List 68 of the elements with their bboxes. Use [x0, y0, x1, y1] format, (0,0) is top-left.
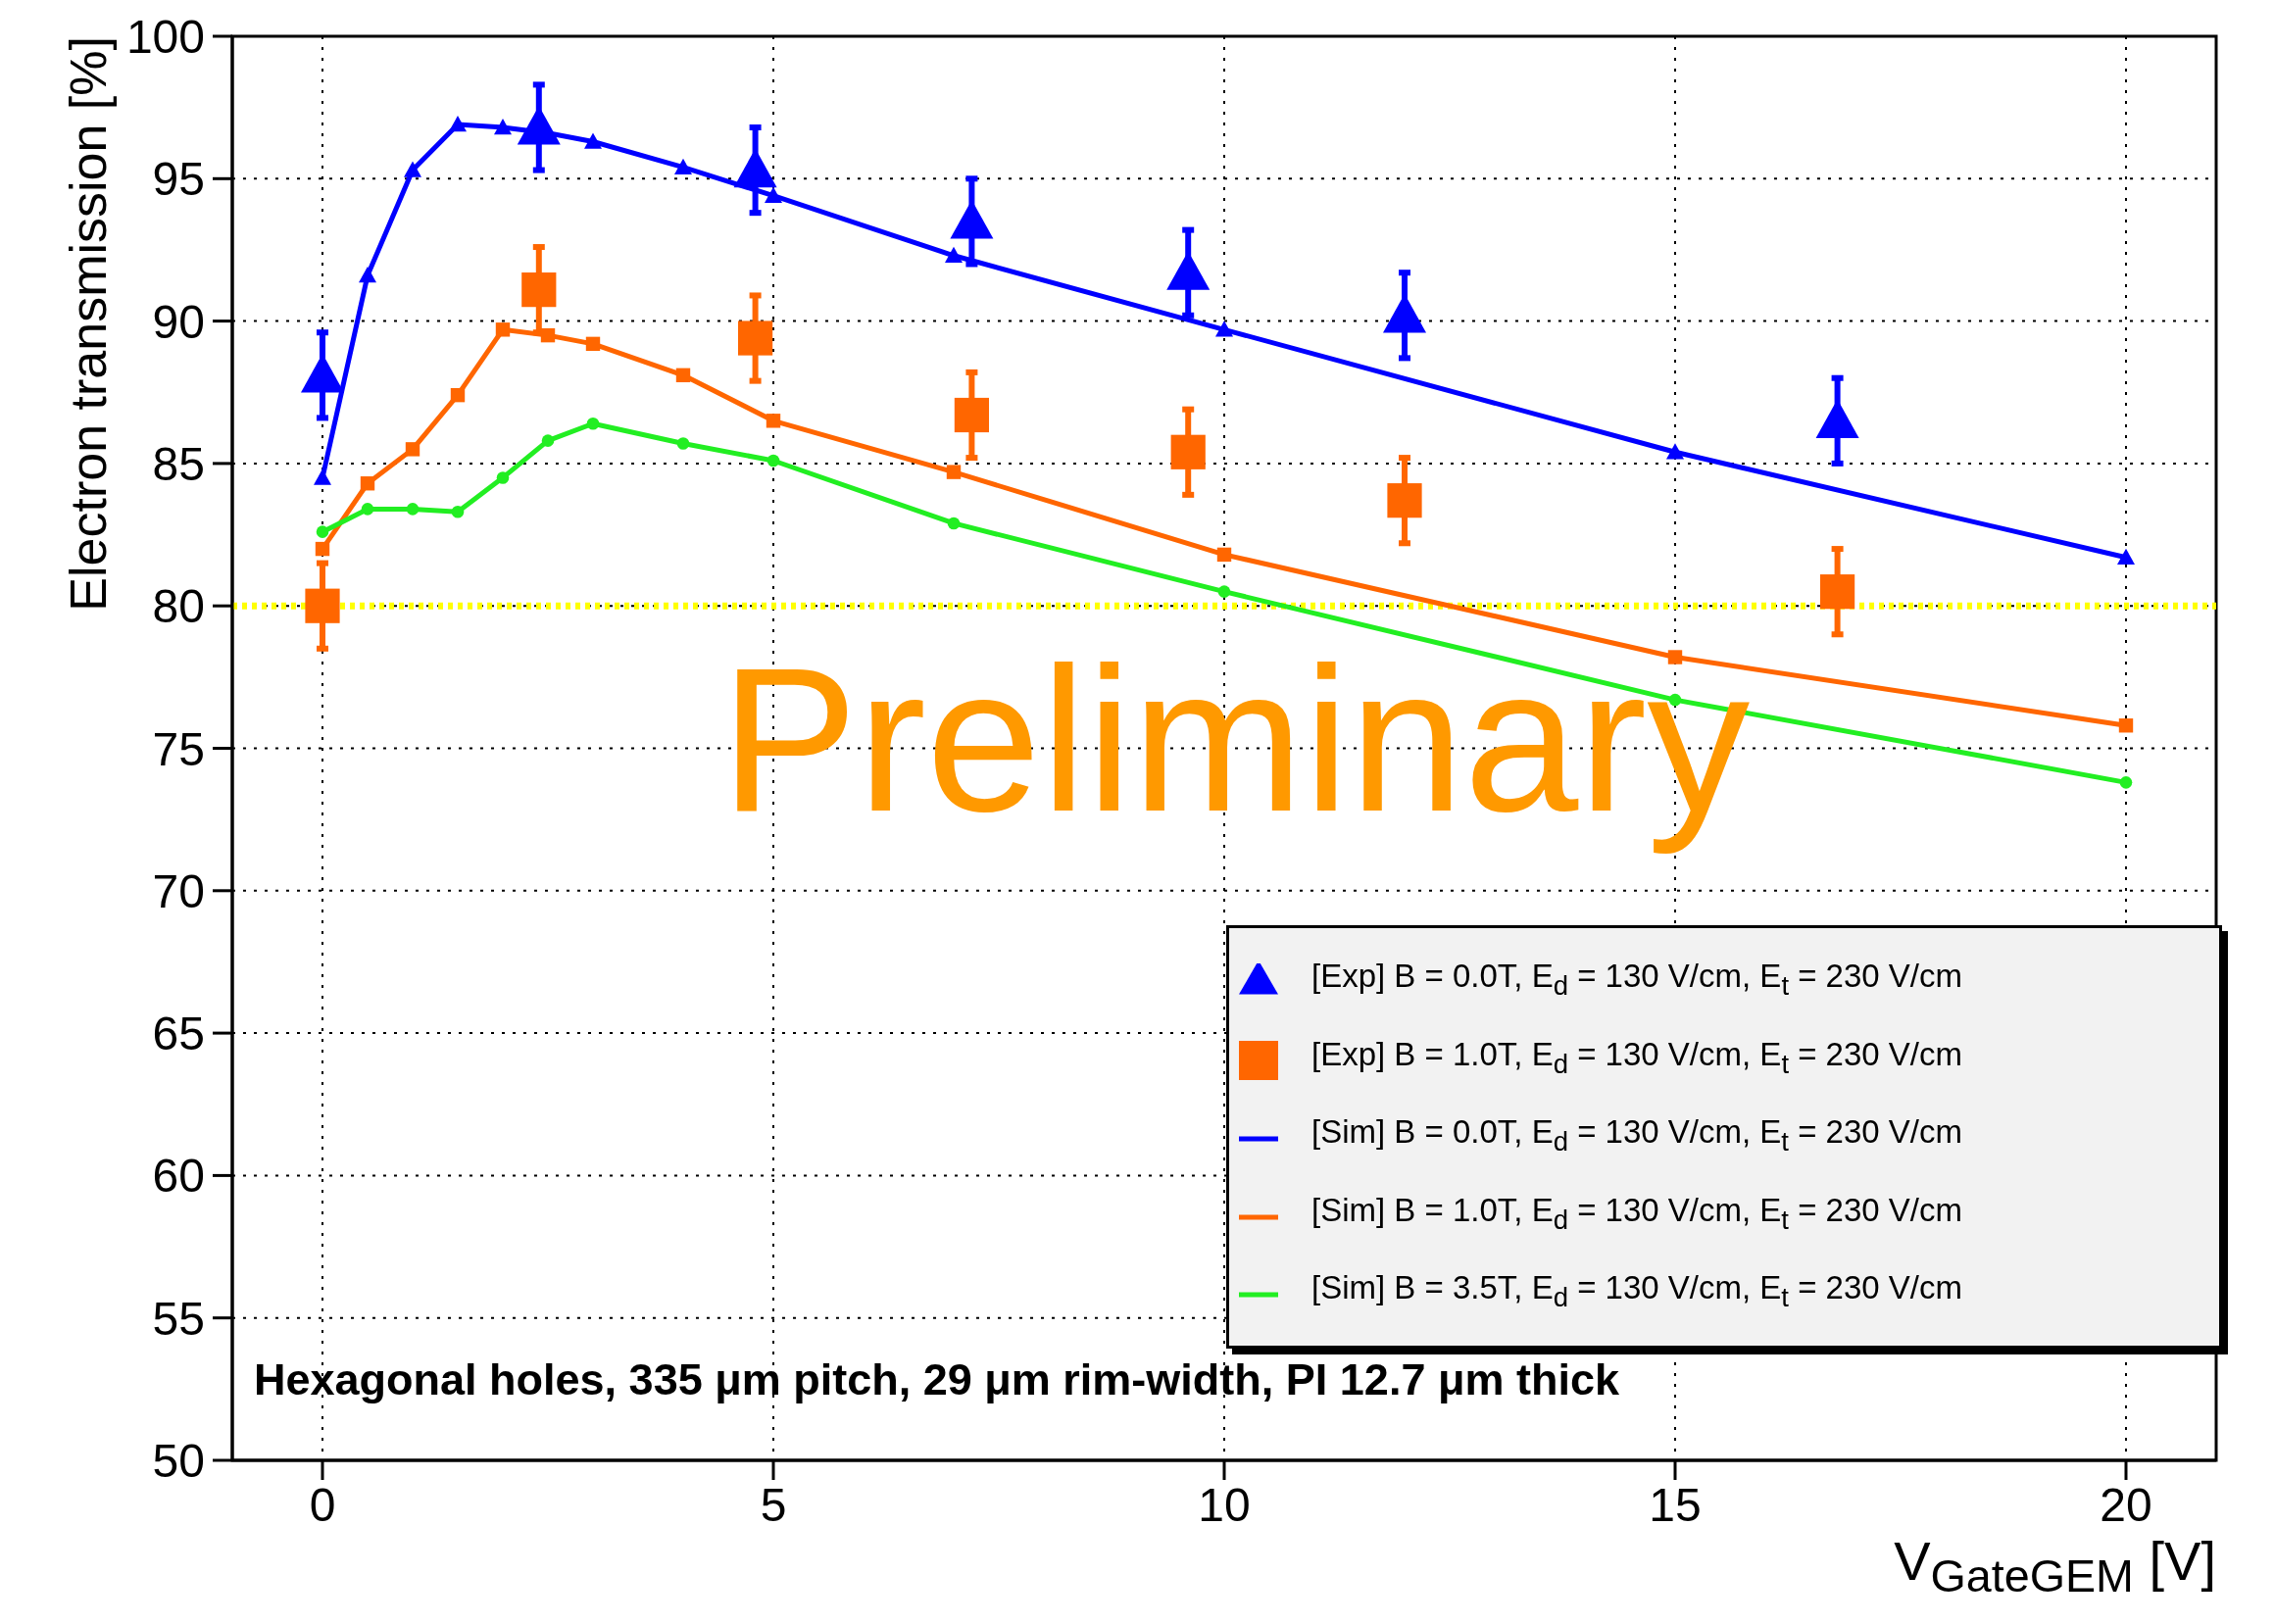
y-tick-label: 100 — [125, 11, 205, 64]
x-tick-label: 20 — [2100, 1479, 2152, 1532]
legend-label: [Exp] B = 0.0T, E$_{d}$ = 130 V/cm, E$_{t}$ = 230 V/cm — [1311, 958, 1963, 1001]
point — [945, 246, 963, 263]
x-tick-label: 10 — [1198, 1479, 1251, 1532]
point — [449, 116, 467, 132]
point — [495, 322, 511, 337]
y-tick-label: 70 — [152, 864, 205, 917]
point — [947, 517, 961, 530]
annotation: Hexagonal holes, 335 μm pitch, 29 μm rim-width, PI 12.7 μm thick — [254, 1354, 1620, 1404]
point — [1215, 320, 1233, 337]
y-tick-label: 75 — [152, 722, 205, 775]
point — [451, 506, 465, 518]
point — [540, 327, 556, 343]
y-tick-label: 60 — [152, 1150, 205, 1203]
point — [766, 414, 781, 428]
y-tick-label: 50 — [152, 1435, 205, 1488]
y-tick-label: 90 — [152, 295, 205, 348]
legend-label: [Sim] B = 1.0T, E$_{d}$ = 130 V/cm, E$_{t}$ = 230 V/cm — [1311, 1191, 1962, 1235]
point — [450, 387, 466, 403]
point — [586, 417, 600, 430]
point — [2118, 718, 2134, 733]
point — [738, 320, 773, 356]
point — [496, 471, 510, 484]
x-axis-title: V$_{GateGEM}$ [V] — [1894, 1530, 2216, 1602]
y-tick-label: 65 — [152, 1008, 205, 1060]
point — [1820, 574, 1855, 610]
x-tick-label: 5 — [760, 1479, 787, 1532]
point — [2119, 776, 2133, 789]
point — [1170, 434, 1206, 469]
point — [541, 434, 555, 447]
y-tick-label: 85 — [152, 437, 205, 490]
point — [2117, 548, 2135, 565]
x-tick-label: 0 — [309, 1479, 336, 1532]
x-tick-label: 15 — [1649, 1479, 1702, 1532]
point — [766, 454, 780, 468]
point — [405, 442, 420, 457]
point — [361, 503, 374, 516]
point — [946, 465, 962, 479]
point — [676, 437, 690, 450]
legend-label: [Exp] B = 1.0T, E$_{d}$ = 130 V/cm, E$_{t}$ = 230 V/cm — [1311, 1035, 1963, 1079]
point — [1216, 547, 1232, 563]
point — [1217, 585, 1231, 598]
legend-label: [Sim] B = 3.5T, E$_{d}$ = 130 V/cm, E$_{t}$ = 230 V/cm — [1311, 1269, 1962, 1312]
point — [675, 368, 691, 383]
point — [314, 468, 331, 485]
point — [359, 267, 376, 283]
point — [521, 272, 557, 308]
point — [315, 541, 330, 557]
y-axis-title: Electron transmission [%] — [60, 36, 117, 612]
y-tick-label: 80 — [152, 580, 205, 633]
point — [1387, 483, 1422, 518]
point — [305, 588, 340, 623]
point — [404, 161, 421, 177]
point — [674, 158, 692, 174]
point — [585, 336, 601, 352]
point — [360, 476, 375, 491]
point — [584, 132, 602, 149]
point — [954, 397, 989, 433]
legend-label: [Sim] B = 0.0T, E$_{d}$ = 130 V/cm, E$_{t}$ = 230 V/cm — [1311, 1113, 1962, 1156]
point — [316, 525, 329, 538]
annotation: Preliminary — [720, 624, 1751, 855]
point — [1666, 443, 1684, 460]
point — [765, 186, 782, 203]
point — [494, 118, 512, 135]
y-tick-label: 95 — [152, 153, 205, 206]
y-tick-label: 55 — [152, 1292, 205, 1345]
point — [406, 503, 420, 516]
